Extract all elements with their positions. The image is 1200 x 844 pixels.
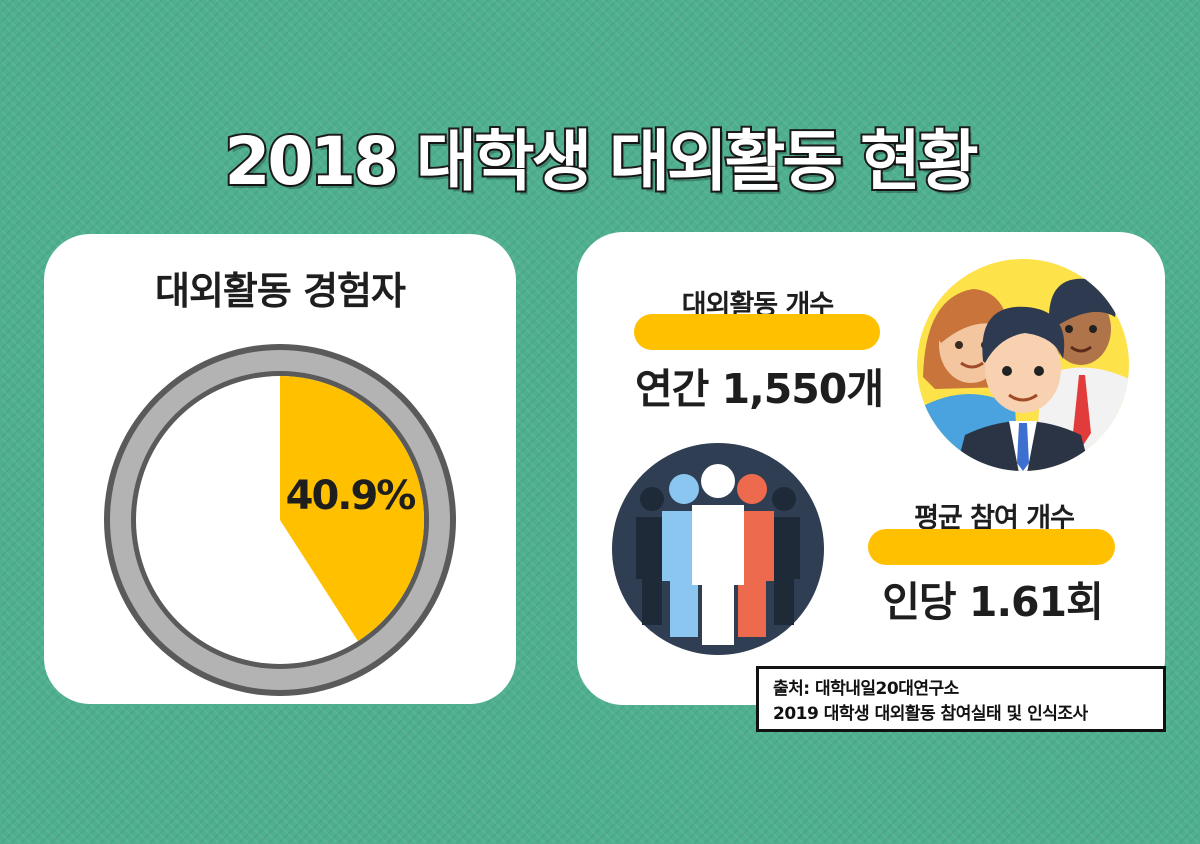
pie-value-label: 40.9% bbox=[286, 473, 416, 519]
stat-average-participation-bar bbox=[868, 529, 1115, 565]
experience-pie-chart: 40.9% bbox=[104, 344, 456, 696]
source-note: 출처: 대학내일20대연구소 2019 대학생 대외활동 참여실태 및 인식조사 bbox=[756, 666, 1166, 732]
chart-title: 대외활동 경험자 bbox=[155, 269, 406, 313]
source-line-2: 2019 대학생 대외활동 참여실태 및 인식조사 bbox=[773, 704, 1088, 724]
stat-average-participation-value: 인당 1.61회 bbox=[882, 578, 1104, 626]
page-title: 2018 대학생 대외활동 현황 bbox=[222, 121, 980, 202]
stat-activity-count-bar bbox=[634, 314, 880, 350]
pie-slice-experienced bbox=[280, 376, 425, 642]
source-line-1: 출처: 대학내일20대연구소 bbox=[773, 679, 959, 699]
crowd-icon bbox=[612, 443, 824, 655]
stat-activity-count-value: 연간 1,550개 bbox=[634, 365, 884, 413]
business-people-icon bbox=[917, 259, 1129, 471]
stat-average-participation-label: 평균 참여 개수 bbox=[914, 503, 1075, 534]
